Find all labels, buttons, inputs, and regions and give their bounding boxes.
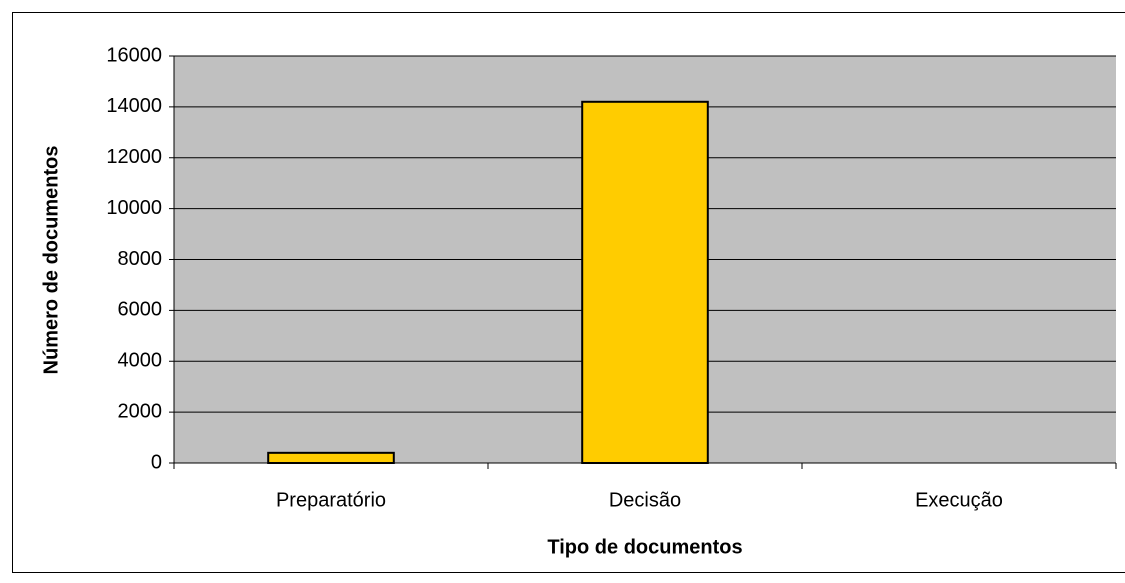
x-tick-label: Execução bbox=[915, 489, 1003, 511]
y-tick-label: 14000 bbox=[106, 95, 162, 117]
y-tick-label: 0 bbox=[151, 451, 162, 473]
y-axis-title: Número de documentos bbox=[40, 146, 62, 375]
y-tick-label: 16000 bbox=[106, 44, 162, 66]
y-tick-label: 10000 bbox=[106, 197, 162, 219]
y-tick-label: 12000 bbox=[106, 146, 162, 168]
x-axis-title: Tipo de documentos bbox=[547, 536, 742, 558]
bar bbox=[581, 100, 709, 464]
y-tick-label: 8000 bbox=[118, 248, 163, 270]
y-tick-label: 2000 bbox=[118, 400, 163, 422]
y-tick-label: 6000 bbox=[118, 299, 163, 321]
bar bbox=[267, 451, 395, 465]
y-tick-label: 4000 bbox=[118, 350, 163, 372]
x-tick-label: Decisão bbox=[609, 489, 681, 511]
x-tick-label: Preparatório bbox=[276, 489, 386, 511]
